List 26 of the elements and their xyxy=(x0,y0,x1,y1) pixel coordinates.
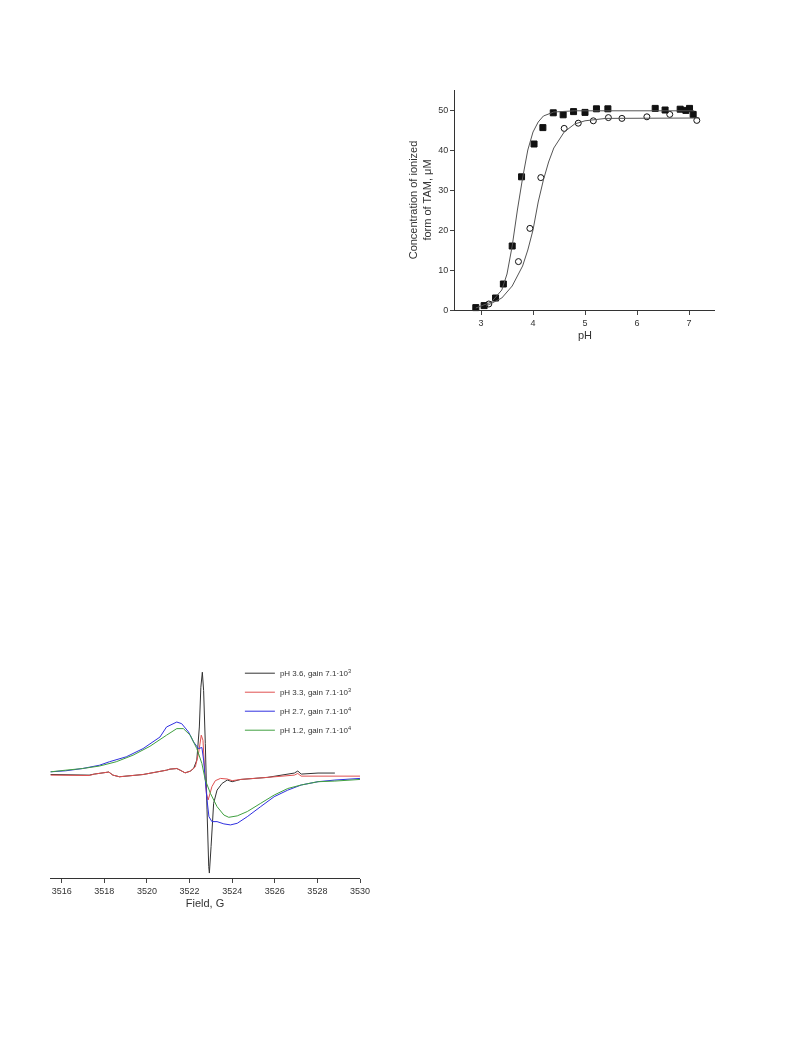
x-tick-label: 3516 xyxy=(51,885,72,896)
y-tick-label: 20 xyxy=(438,225,449,236)
legend-label: pH 1.2, gain 7.1·10$^{4}$ xyxy=(279,724,352,736)
legend-label: pH 3.3, gain 7.1·10$^{3}$ xyxy=(279,686,352,698)
x-axis-title: Field, G xyxy=(185,897,225,909)
x-tick-label: 3518 xyxy=(94,885,115,896)
x-tick-label: 4 xyxy=(530,317,536,328)
y-tick-label: 40 xyxy=(438,145,449,156)
y-tick-label: 10 xyxy=(438,265,449,276)
legend-label: pH 2.7, gain 7.1·10$^{4}$ xyxy=(279,705,352,717)
x-tick-label: 3520 xyxy=(136,885,157,896)
y-tick-label: 0 xyxy=(443,305,449,316)
x-tick-label: 6 xyxy=(634,317,640,328)
x-tick-label: 5 xyxy=(582,317,588,328)
y-axis-title: Concentration of ionized form of TAM, μM xyxy=(406,140,433,260)
x-tick-label: 3528 xyxy=(307,885,328,896)
y-tick-label: 50 xyxy=(438,105,449,116)
y-tick-label: 30 xyxy=(438,185,449,196)
x-tick-label: 3526 xyxy=(264,885,285,896)
x-tick-label: 3 xyxy=(478,317,484,328)
x-axis-title: pH xyxy=(577,329,593,341)
x-tick-label: 7 xyxy=(686,317,692,328)
x-tick-label: 3524 xyxy=(222,885,243,896)
x-tick-label: 3530 xyxy=(349,885,371,896)
x-tick-label: 3522 xyxy=(179,885,200,896)
legend-label: pH 3.6, gain 7.1·10$^{3}$ xyxy=(279,667,352,679)
